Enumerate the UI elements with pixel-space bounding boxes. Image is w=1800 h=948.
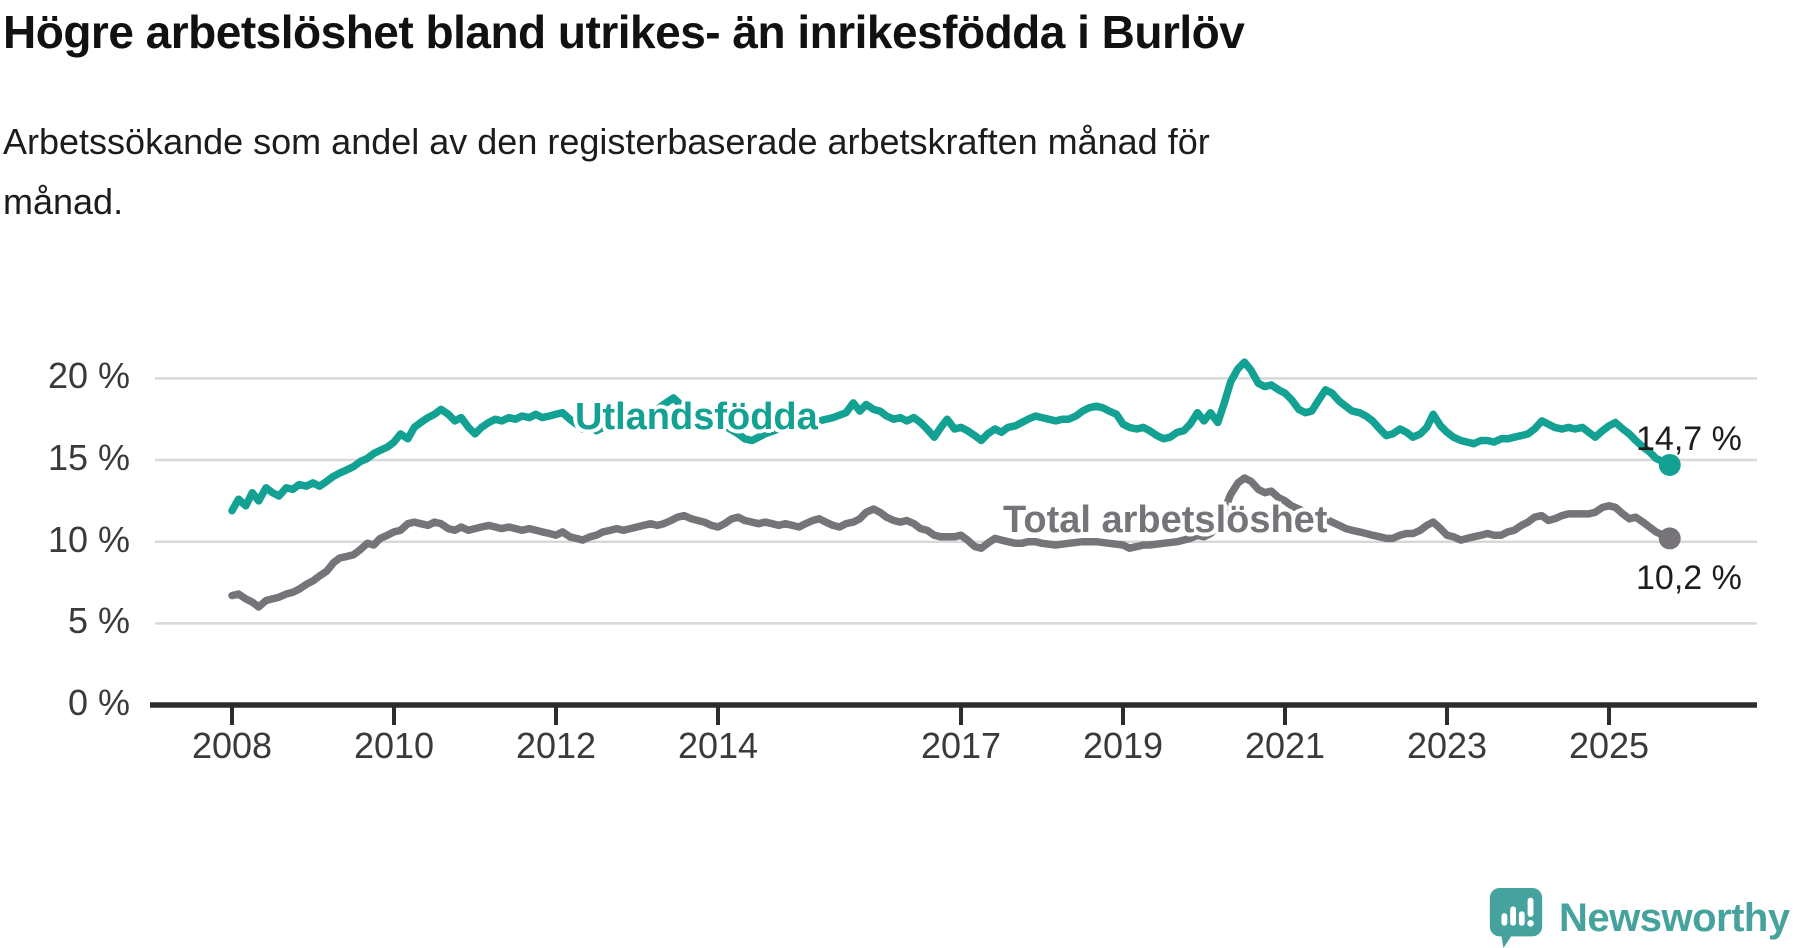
series-label-utlandsfodda: Utlandsfödda (575, 396, 818, 438)
chart-subtitle-line1: Arbetssökande som andel av den registerb… (3, 121, 1210, 162)
x-axis-tick-label: 2021 (1244, 725, 1326, 766)
y-axis-tick-label: 20 % (47, 355, 130, 397)
newsworthy-logo: Newsworthy (1489, 888, 1799, 948)
x-axis-tick-label: 2010 (353, 725, 435, 766)
x-axis-tick-label: 2017 (920, 725, 1002, 766)
x-axis-tick-label: 2019 (1082, 725, 1164, 766)
series-end-dot-total-arbetsloshet (1658, 527, 1681, 550)
y-axis-tick-label: 5 % (67, 600, 130, 642)
series-line-utlandsfodda (228, 358, 1674, 515)
y-axis-tick-label: 15 % (47, 437, 130, 479)
x-axis-tick-label: 2025 (1568, 725, 1650, 766)
x-axis-tick-label: 2014 (677, 725, 759, 766)
x-axis-tick-label: 2023 (1406, 725, 1488, 766)
series-end-dot-utlandsfodda (1658, 453, 1681, 476)
series-label-total-arbetsloshet: Total arbetslöshet (1003, 499, 1328, 541)
x-axis-tick-label: 2012 (515, 725, 597, 766)
end-value-label-utlandsfodda: 14,7 % (1636, 420, 1742, 458)
series-line-total-arbetsloshet (228, 474, 1674, 611)
chart-subtitle-line2: månad. (3, 181, 124, 222)
y-axis-tick-label: 10 % (47, 518, 130, 560)
end-value-label-total-arbetsloshet: 10,2 % (1636, 559, 1742, 597)
y-axis-tick-label: 0 % (67, 682, 130, 723)
x-axis-tick-label: 2008 (191, 725, 273, 766)
newsworthy-logo-text: Newsworthy (1559, 896, 1790, 940)
newsworthy-logo-icon (1489, 888, 1543, 948)
page-title: Högre arbetslöshet bland utrikes- än inr… (3, 6, 1245, 58)
